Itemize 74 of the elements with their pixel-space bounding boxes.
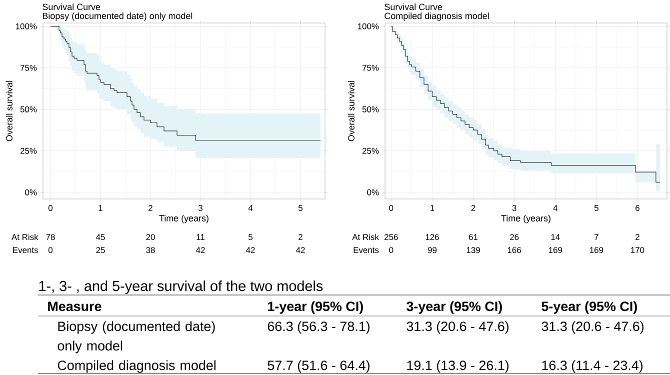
text: 0 bbox=[48, 247, 53, 254]
text: Events bbox=[354, 247, 379, 254]
x-tick-label: 5 bbox=[298, 205, 303, 211]
y-tick-label: 100% bbox=[358, 23, 379, 30]
chart-subtitle: Compiled diagnosis model bbox=[384, 12, 489, 21]
y-tick-label: 50% bbox=[362, 106, 379, 112]
y-tick-label: 0% bbox=[25, 189, 37, 196]
x-tick-label: 3 bbox=[198, 205, 202, 211]
x-tick-label: 0 bbox=[389, 205, 394, 211]
chart-title: Survival Curve bbox=[42, 3, 100, 10]
text: 42 bbox=[196, 247, 205, 253]
y-tick-label: 0% bbox=[367, 189, 379, 196]
y-tick-label: 75% bbox=[362, 64, 379, 71]
text: 0 bbox=[389, 247, 394, 254]
x-tick-label: 2 bbox=[471, 205, 476, 211]
text: At Risk bbox=[352, 234, 379, 240]
text: 1-year (95% CI) bbox=[268, 301, 363, 314]
text: 169 bbox=[590, 247, 604, 254]
x-tick-label: 6 bbox=[636, 205, 640, 211]
text: Measure bbox=[48, 302, 102, 312]
y-tick-label: 75% bbox=[20, 64, 37, 71]
text: 170 bbox=[631, 247, 644, 254]
text: 61 bbox=[468, 234, 478, 240]
x-tick-label: 1 bbox=[430, 205, 434, 211]
y-tick-label: 25% bbox=[20, 148, 37, 154]
text: 11 bbox=[196, 234, 204, 240]
x-tick-label: 2 bbox=[148, 205, 152, 211]
y-tick-label: 25% bbox=[362, 148, 379, 154]
text: 16.3 (11.4 - 23.4) bbox=[542, 360, 643, 373]
y-axis-title: Overall survival bbox=[6, 80, 12, 142]
text: 57.7 (51.6 - 64.4) bbox=[268, 360, 370, 373]
text: 169 bbox=[548, 247, 562, 254]
y-tick-label: 50% bbox=[20, 106, 37, 112]
chart-title: Survival Curve bbox=[384, 3, 442, 10]
text: 5 bbox=[248, 234, 253, 240]
text: 139 bbox=[466, 247, 480, 254]
chart-subtitle: Biopsy (documented date) only model bbox=[42, 12, 192, 21]
x-tick-label: 0 bbox=[48, 205, 53, 211]
text: 31.3 (20.6 - 47.6) bbox=[542, 321, 644, 334]
text: 66.3 (56.3 - 78.1) bbox=[268, 321, 370, 334]
text: 126 bbox=[426, 234, 439, 240]
text: 166 bbox=[508, 247, 521, 254]
y-tick-label: 100% bbox=[16, 23, 37, 30]
text: 5-year (95% CI) bbox=[542, 301, 637, 314]
text: 2 bbox=[298, 234, 302, 240]
x-tick-label: 4 bbox=[553, 205, 558, 211]
x-tick-label: 3 bbox=[512, 205, 516, 211]
text: 256 bbox=[384, 234, 398, 240]
text: Events bbox=[13, 247, 38, 254]
x-tick-label: 4 bbox=[248, 205, 253, 211]
text: 42 bbox=[246, 247, 255, 253]
text: 7 bbox=[594, 234, 598, 240]
text: 2 bbox=[636, 234, 640, 240]
y-axis-title: Overall survival bbox=[348, 80, 354, 142]
text: 19.1 (13.9 - 26.1) bbox=[407, 360, 509, 373]
text: 25 bbox=[96, 247, 105, 254]
text: 1-, 3- , and 5-year survival of the two models bbox=[39, 280, 323, 294]
text: 20 bbox=[146, 234, 155, 240]
text: 99 bbox=[428, 247, 437, 254]
text: 42 bbox=[296, 247, 305, 253]
x-axis-title: Time (years) bbox=[501, 214, 550, 224]
text: Biopsy (documented date) only model bbox=[58, 321, 215, 354]
x-tick-label: 5 bbox=[594, 205, 598, 211]
text: 3-year (95% CI) bbox=[406, 301, 502, 314]
text: 31.3 (20.6 - 47.6) bbox=[406, 321, 509, 334]
x-axis-title: Time (years) bbox=[159, 214, 208, 224]
text: 26 bbox=[510, 234, 519, 240]
text: At Risk bbox=[12, 234, 38, 240]
text: 14 bbox=[551, 234, 560, 240]
text: Compiled diagnosis model bbox=[58, 360, 216, 373]
text: 45 bbox=[96, 234, 105, 240]
x-tick-label: 1 bbox=[98, 205, 102, 211]
text: 38 bbox=[146, 247, 155, 254]
text: 78 bbox=[46, 234, 55, 240]
